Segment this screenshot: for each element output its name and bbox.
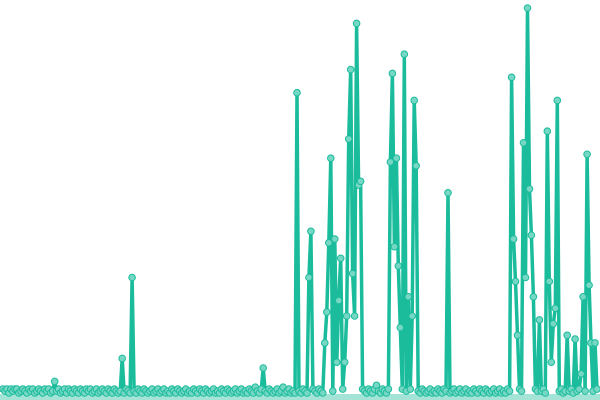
data-point (319, 389, 327, 397)
data-point (342, 312, 351, 320)
data-point (507, 73, 516, 82)
data-point (517, 387, 526, 395)
data-point (444, 189, 452, 197)
data-point (352, 19, 361, 28)
data-point (412, 162, 421, 170)
data-point (305, 273, 313, 282)
data-point (333, 358, 341, 367)
data-point (396, 323, 405, 332)
data-point (551, 304, 560, 313)
data-point (293, 88, 301, 97)
data-point (545, 277, 554, 286)
data-point (553, 96, 562, 105)
data-point (356, 177, 365, 186)
data-point (336, 254, 345, 263)
data-point (527, 231, 536, 239)
data-point (327, 154, 335, 162)
data-point (408, 312, 417, 320)
data-point (410, 96, 419, 105)
data-point (388, 69, 397, 78)
data-point (340, 358, 349, 367)
baseline-band (0, 394, 600, 400)
data-point (259, 364, 268, 372)
data-point (321, 339, 329, 347)
data-point (549, 319, 558, 328)
data-point (511, 277, 520, 286)
data-point (338, 385, 347, 393)
data-point (329, 387, 337, 395)
data-point (392, 154, 401, 162)
data-point (128, 273, 136, 282)
data-point (331, 235, 339, 243)
series-line (1, 6, 599, 395)
data-point (509, 235, 518, 243)
data-point (581, 387, 589, 395)
data-point (334, 296, 343, 305)
data-point (50, 377, 59, 386)
data-point (406, 385, 415, 393)
data-point (400, 50, 409, 59)
data-point (307, 227, 315, 236)
data-point (384, 385, 393, 393)
data-point (348, 269, 357, 278)
data-point (523, 4, 532, 12)
data-point (303, 389, 311, 397)
data-point (585, 281, 593, 290)
data-point (323, 308, 331, 316)
data-point (519, 139, 528, 147)
data-point (563, 331, 572, 340)
data-point (325, 239, 333, 247)
data-point (525, 185, 534, 193)
data-point (547, 358, 556, 367)
data-point (118, 354, 126, 363)
data-point (583, 150, 591, 159)
data-point (535, 316, 544, 324)
data-point (577, 370, 585, 378)
data-point (344, 135, 353, 143)
data-point (350, 312, 359, 320)
data-point (593, 385, 600, 393)
data-point (513, 331, 522, 340)
data-point (591, 339, 599, 347)
data-point (404, 293, 413, 301)
data-point (346, 65, 355, 74)
data-point (529, 293, 538, 301)
data-point (394, 262, 403, 270)
data-point (386, 158, 395, 166)
data-point (541, 389, 550, 397)
data-points (0, 4, 600, 397)
data-point (505, 387, 514, 395)
data-point (390, 242, 399, 251)
data-point (521, 273, 530, 282)
data-point (543, 127, 552, 135)
data-point (571, 335, 579, 343)
data-point (579, 293, 587, 301)
